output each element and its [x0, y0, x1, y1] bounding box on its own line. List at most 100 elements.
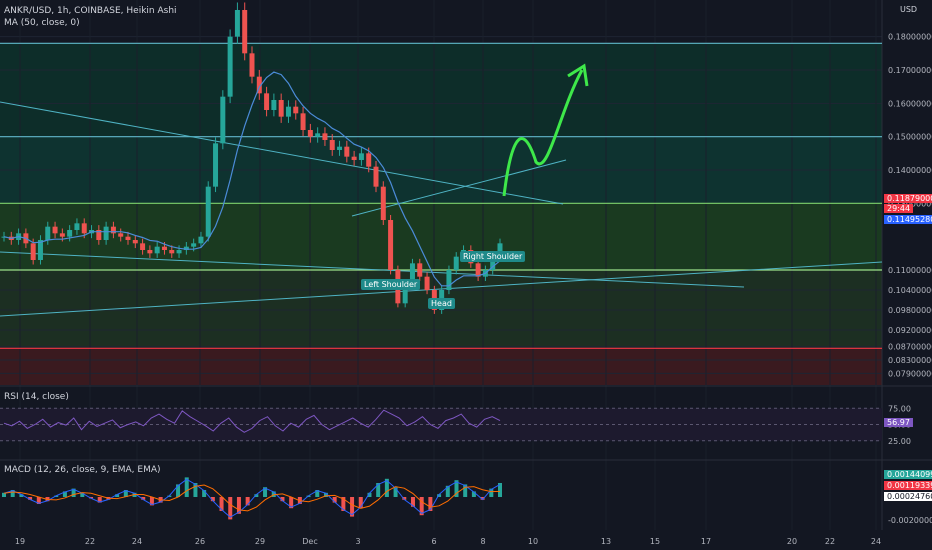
time-tick-label: 22	[825, 537, 835, 546]
candle-body	[52, 226, 58, 234]
price-tick-label: 0.09800000	[888, 306, 932, 315]
candle-body	[74, 223, 80, 230]
price-tick-label: 0.17000000	[888, 66, 932, 75]
macd-title: MACD (12, 26, close, 9, EMA, EMA)	[4, 465, 161, 475]
horizontal-levels	[0, 42, 882, 349]
time-tick-label: 3	[355, 537, 360, 546]
projection-path	[502, 69, 584, 197]
candle-body	[220, 96, 226, 144]
candle-body	[402, 283, 408, 304]
macd-histogram-bar	[115, 494, 120, 497]
macd-histogram-bar	[19, 494, 24, 497]
time-tick-label: 20	[787, 537, 797, 546]
annotation-head: Head	[428, 298, 455, 309]
rsi-value-tag: 56.97	[884, 418, 913, 427]
currency-label: USD	[900, 5, 918, 14]
price-tick-label: 0.08700000	[888, 343, 932, 352]
ma-value-tag: 0.11495280	[884, 215, 932, 224]
macd-histogram-bar	[454, 480, 459, 497]
macd-histogram-bar	[419, 497, 424, 516]
trendline-lower-falling	[0, 251, 745, 288]
candle-body	[176, 250, 182, 254]
time-tick-label: 13	[601, 537, 611, 546]
macd-line	[3, 478, 501, 518]
candle-body	[497, 243, 503, 257]
candle-body	[285, 106, 291, 117]
macd-histogram-bar	[498, 483, 502, 497]
candle-body	[256, 76, 262, 94]
macd-histogram-bar	[254, 494, 259, 497]
candle-body	[103, 226, 109, 240]
band-upper	[0, 43, 882, 137]
macd-histogram-bar	[141, 497, 146, 500]
signal-line	[3, 484, 501, 512]
candle-body	[351, 156, 357, 160]
macd-histogram-bar	[97, 497, 102, 503]
symbol-title: ANKR/USD, 1h, COINBASE, Heikin Ashi	[4, 6, 177, 16]
price-zones	[0, 43, 882, 385]
candle-body	[293, 106, 299, 114]
time-tick-label: Dec	[302, 537, 317, 546]
macd-histogram-bar	[323, 492, 328, 497]
annotation-right-shoulder: Right Shoulder	[460, 251, 526, 262]
countdown-tag: 29:44	[884, 204, 914, 213]
macd-histogram-bar	[289, 497, 294, 509]
candle-body	[147, 250, 153, 254]
trend-lines	[0, 101, 883, 317]
macd-histogram-bar	[410, 497, 415, 507]
candle-body	[264, 93, 270, 110]
current-price-tag: 0.11879000	[884, 194, 932, 203]
macd-histogram-bar	[445, 485, 450, 497]
time-tick-label: 17	[701, 537, 711, 546]
candle-body	[315, 133, 321, 137]
macd-histogram-bar	[80, 492, 85, 497]
candle-body	[118, 233, 124, 237]
candle-body	[475, 263, 481, 277]
macd-histogram-bar	[350, 497, 355, 517]
macd-histogram-bar	[10, 490, 15, 497]
candle-body	[388, 220, 394, 270]
time-tick-label: 8	[480, 537, 485, 546]
macd-value-tag-2: 0.00119339	[884, 481, 932, 490]
macd-histogram-bar	[315, 490, 320, 497]
candle-body	[125, 236, 131, 240]
macd-histogram-bar	[28, 497, 33, 500]
price-axis[interactable]: 0.18000000 0.17000000 0.16000000 0.15000000…	[888, 33, 932, 525]
time-tick-label: 24	[132, 537, 142, 546]
annotation-left-shoulder: Left Shoulder	[361, 279, 421, 290]
candle-body	[169, 250, 175, 254]
candle-body	[300, 113, 306, 130]
macd-histogram-bar	[358, 497, 363, 509]
candle-body	[67, 230, 73, 237]
macd-histogram-bar	[202, 490, 207, 497]
candle-body	[329, 140, 335, 150]
candle-body	[453, 256, 459, 270]
macd-histogram-bar	[62, 491, 67, 497]
macd-histogram-bar	[280, 497, 285, 502]
ma-indicator-title: MA (50, close, 0)	[4, 18, 80, 28]
time-axis[interactable]: 19 22 24 26 29 Dec 3 6 8 10 13 15 17 20 22 24	[15, 537, 881, 546]
macd-panel	[2, 477, 502, 520]
macd-histogram-bar	[36, 497, 41, 504]
macd-histogram-bar	[236, 497, 241, 514]
price-tick-label: 0.08300000	[888, 356, 932, 365]
candle-body	[30, 243, 36, 260]
rsi-tick-label: 25.00	[888, 437, 911, 446]
macd-histogram-bar	[480, 497, 485, 500]
candle-body	[132, 240, 138, 244]
trendline-neckline-rising	[351, 159, 567, 217]
candle-body	[358, 153, 364, 160]
candle-body	[59, 233, 65, 237]
candle-body	[373, 166, 379, 187]
candle-body	[278, 100, 284, 117]
candle-body	[96, 230, 102, 240]
rsi-tick-label: 75.00	[888, 404, 911, 413]
macd-histogram-bar	[271, 491, 276, 497]
candle-body	[307, 130, 313, 137]
macd-value-tag-1: 0.00144099	[884, 470, 932, 479]
macd-histogram-bar	[228, 497, 233, 520]
macd-histogram-bar	[245, 497, 250, 506]
time-tick-label: 15	[650, 537, 660, 546]
candle-body	[81, 223, 87, 234]
